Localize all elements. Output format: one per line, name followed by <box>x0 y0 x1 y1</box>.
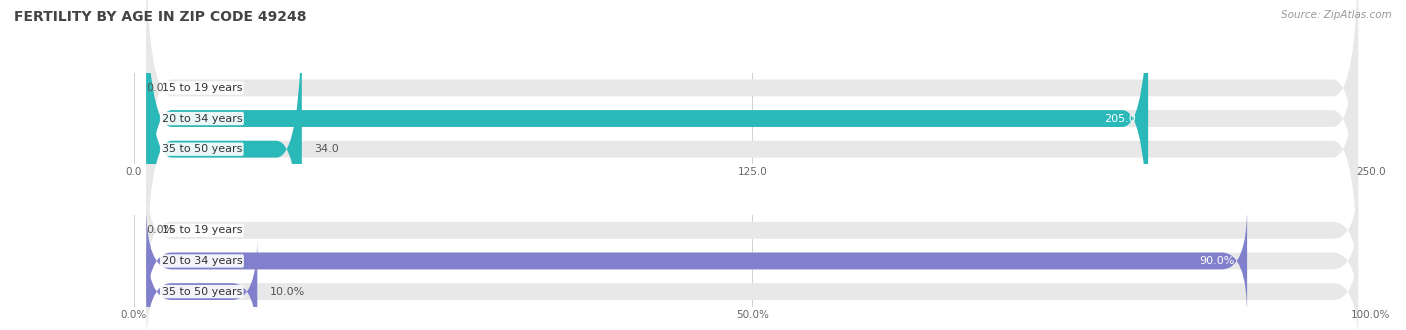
FancyBboxPatch shape <box>146 237 257 330</box>
Text: 0.0: 0.0 <box>146 83 163 93</box>
Text: 10.0%: 10.0% <box>270 286 305 297</box>
FancyBboxPatch shape <box>146 176 1358 285</box>
FancyBboxPatch shape <box>146 0 1149 268</box>
Text: FERTILITY BY AGE IN ZIP CODE 49248: FERTILITY BY AGE IN ZIP CODE 49248 <box>14 10 307 24</box>
FancyBboxPatch shape <box>146 0 1358 268</box>
FancyBboxPatch shape <box>146 0 1358 237</box>
FancyBboxPatch shape <box>146 0 302 299</box>
Text: 0.0%: 0.0% <box>146 225 174 235</box>
FancyBboxPatch shape <box>146 0 1358 299</box>
Text: Source: ZipAtlas.com: Source: ZipAtlas.com <box>1281 10 1392 20</box>
Text: 20 to 34 years: 20 to 34 years <box>162 114 242 123</box>
Text: 35 to 50 years: 35 to 50 years <box>162 286 242 297</box>
Text: 15 to 19 years: 15 to 19 years <box>162 83 242 93</box>
FancyBboxPatch shape <box>146 237 1358 330</box>
Text: 34.0: 34.0 <box>314 144 339 154</box>
FancyBboxPatch shape <box>146 206 1247 316</box>
FancyBboxPatch shape <box>146 206 1358 316</box>
Text: 20 to 34 years: 20 to 34 years <box>162 256 242 266</box>
Text: 15 to 19 years: 15 to 19 years <box>162 225 242 235</box>
Text: 90.0%: 90.0% <box>1199 256 1234 266</box>
Text: 205.0: 205.0 <box>1104 114 1136 123</box>
Text: 35 to 50 years: 35 to 50 years <box>162 144 242 154</box>
